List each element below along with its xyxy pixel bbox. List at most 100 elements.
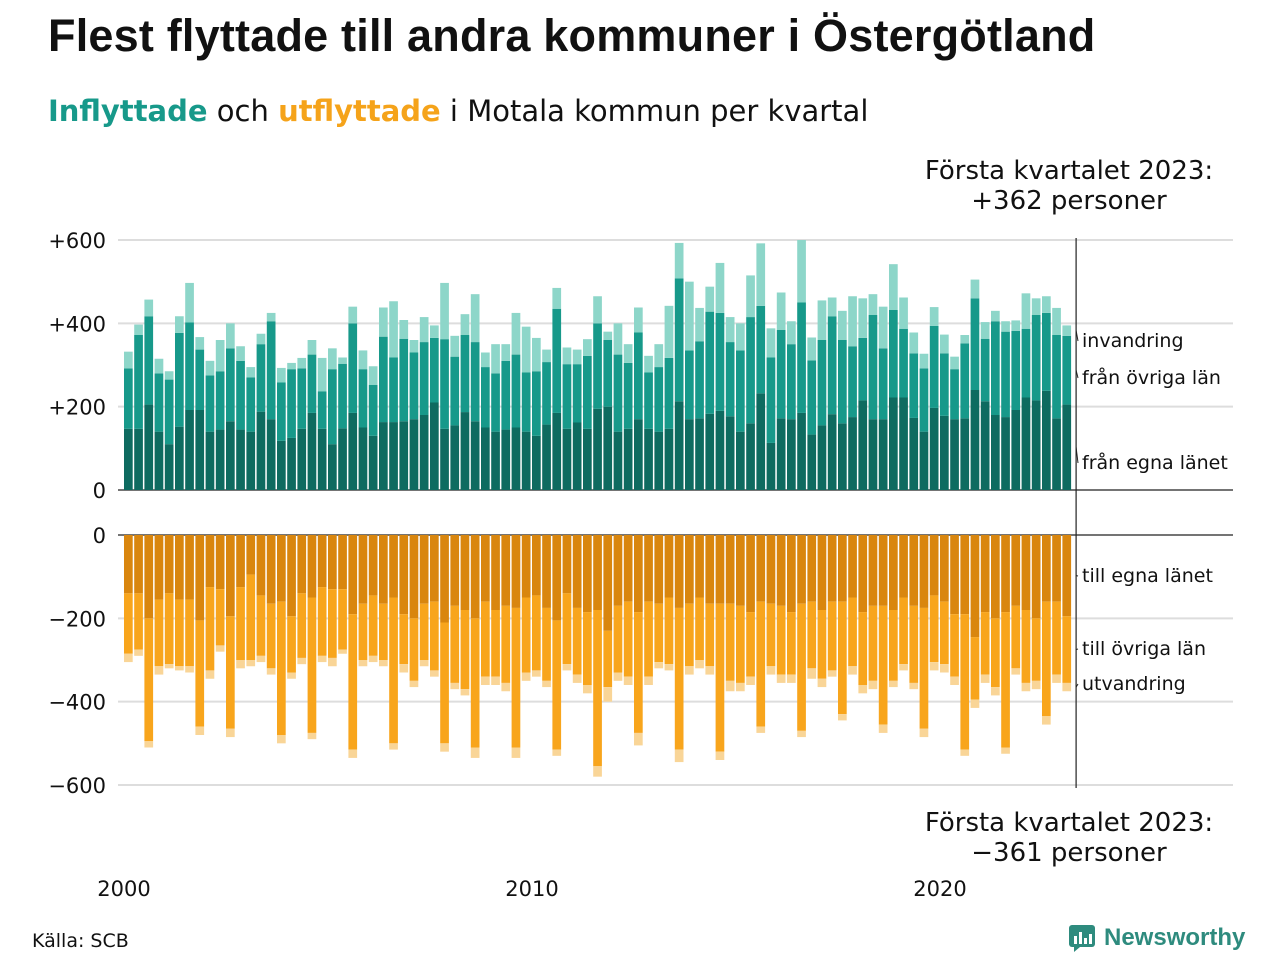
bar-out-1 (583, 612, 592, 685)
bar-in-2 (552, 287, 562, 309)
bar-in-1 (399, 338, 409, 422)
bar-out-1 (1052, 601, 1061, 675)
bar-in-1 (705, 311, 715, 414)
bar-in-0 (389, 422, 398, 490)
bar-out-2 (552, 749, 562, 756)
bar-out-2 (1052, 674, 1061, 683)
bar-out-2 (868, 680, 878, 690)
bar-out-0 (460, 535, 470, 610)
bar-out-1 (1011, 605, 1021, 669)
bar-in-1 (358, 369, 368, 428)
bar-in-2 (940, 334, 949, 354)
bar-out-2 (389, 743, 398, 750)
bar-out-2 (776, 674, 786, 683)
bar-in-2 (756, 243, 766, 306)
bar-in-2 (1021, 293, 1031, 329)
bar-in-2 (399, 320, 409, 339)
bar-out-2 (368, 655, 378, 663)
bar-in-2 (583, 339, 592, 356)
bar-in-0 (797, 412, 806, 490)
bar-in-2 (124, 351, 133, 369)
subtitle-utflyttade: utflyttade (278, 94, 441, 128)
bar-out-0 (654, 535, 664, 604)
bar-out-1 (195, 620, 205, 727)
bar-out-0 (317, 535, 327, 588)
bar-out-0 (1031, 535, 1041, 619)
bar-out-2 (144, 741, 154, 748)
bar-out-1 (817, 610, 827, 679)
bar-out-2 (623, 676, 633, 685)
bar-in-0 (409, 419, 419, 490)
bar-in-0 (246, 431, 256, 490)
bar-out-0 (348, 535, 358, 615)
bar-out-0 (583, 535, 592, 613)
bar-in-2 (787, 321, 796, 345)
bar-out-1 (593, 610, 602, 767)
bar-out-2 (980, 674, 990, 683)
bar-out-0 (328, 535, 337, 590)
brand[interactable]: Newsworthy (1068, 924, 1245, 952)
bar-out-0 (970, 535, 980, 638)
bar-in-1 (338, 363, 347, 429)
bar-out-2 (134, 649, 143, 656)
bar-out-1 (430, 601, 439, 671)
bar-in-2 (511, 312, 521, 355)
bar-in-0 (317, 428, 327, 490)
bar-in-1 (1021, 328, 1031, 398)
bar-out-0 (991, 535, 1000, 619)
bar-in-2 (1042, 296, 1051, 313)
bar-out-0 (256, 535, 266, 596)
bar-out-2 (358, 660, 368, 667)
bar-out-0 (185, 535, 194, 600)
bar-in-2 (715, 262, 725, 313)
bar-in-2 (481, 352, 490, 368)
bar-out-1 (532, 595, 541, 671)
bar-in-0 (328, 444, 337, 490)
bar-in-2 (542, 349, 551, 363)
bar-out-1 (164, 593, 174, 665)
bar-out-1 (460, 610, 470, 690)
y-tick-label: −200 (48, 607, 106, 631)
bar-out-0 (909, 535, 919, 606)
bar-out-2 (746, 676, 755, 685)
bar-out-2 (756, 726, 766, 733)
bar-in-1 (440, 339, 449, 429)
bar-out-2 (889, 680, 898, 688)
bar-in-2 (899, 297, 908, 329)
bar-in-2 (736, 323, 745, 351)
bar-out-0 (960, 535, 970, 615)
bar-out-2 (940, 664, 949, 673)
bar-in-0 (368, 435, 378, 490)
bar-in-0 (644, 428, 653, 490)
source-note: Källa: SCB (32, 930, 129, 952)
bar-in-2 (491, 344, 500, 374)
bar-out-1 (542, 607, 551, 681)
series-label-in: från övriga län (1082, 366, 1221, 389)
bar-out-2 (307, 732, 317, 740)
bar-in-2 (858, 298, 868, 338)
bar-in-2 (164, 371, 174, 380)
bar-out-2 (226, 728, 235, 738)
bar-in-0 (705, 413, 715, 490)
bar-out-0 (501, 535, 511, 606)
bar-in-1 (899, 328, 908, 398)
bar-out-0 (175, 535, 184, 600)
bar-in-0 (521, 431, 531, 490)
bar-in-1 (654, 367, 664, 432)
bar-out-0 (899, 535, 908, 598)
bar-in-0 (776, 418, 786, 490)
bar-in-0 (674, 401, 684, 490)
bar-in-0 (501, 429, 511, 490)
bar-out-1 (226, 616, 235, 729)
bar-out-1 (1042, 601, 1051, 717)
bar-out-1 (807, 601, 817, 669)
bar-in-0 (817, 425, 827, 490)
bar-out-2 (348, 749, 358, 758)
bar-out-0 (1052, 535, 1061, 602)
bar-out-1 (868, 605, 878, 681)
bar-out-2 (685, 666, 694, 675)
bar-in-1 (154, 373, 164, 432)
bar-in-1 (1052, 335, 1061, 419)
bar-out-1 (909, 605, 919, 683)
x-tick-label: 2000 (97, 877, 150, 901)
